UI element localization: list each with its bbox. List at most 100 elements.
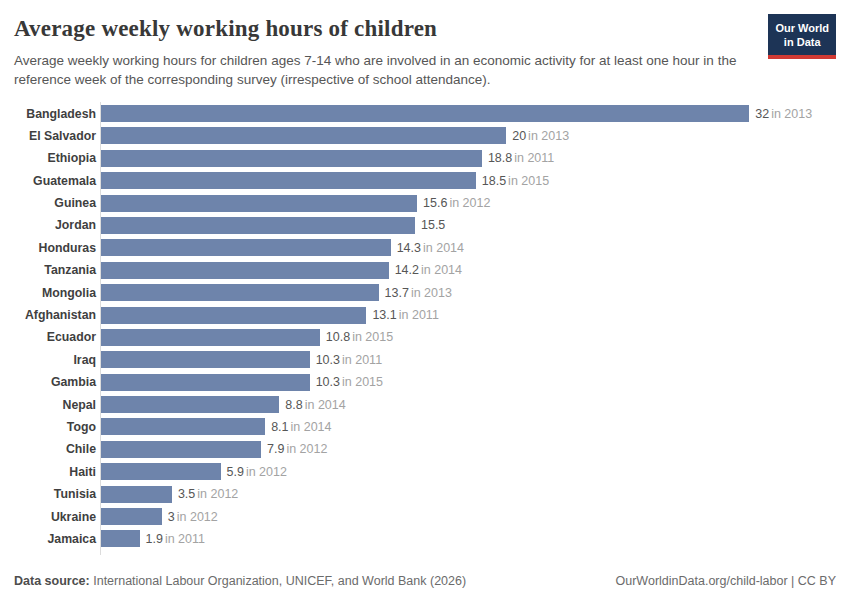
value-year: in 2013 [528,129,569,143]
country-label: Ethiopia [20,151,100,165]
value-number: 14.2 [395,263,419,277]
bar-row: El Salvador 20in 2013 [20,125,836,147]
country-label: Haiti [20,465,100,479]
bar-row: Tunisia3.5in 2012 [20,483,836,505]
bar[interactable] [101,172,476,189]
bar[interactable] [101,150,482,167]
value-label: 1.9in 2011 [146,532,205,546]
bar[interactable] [101,195,417,212]
attribution-link[interactable]: OurWorldinData.org/child-labor | CC BY [616,574,836,588]
value-year: in 2011 [514,151,554,165]
value-number: 15.5 [421,218,445,232]
bar[interactable] [101,105,749,122]
bar[interactable] [101,441,261,458]
bar[interactable] [101,486,172,503]
bar-track: 10.8in 2015 [100,326,836,348]
value-number: 14.3 [397,241,421,255]
country-label: Guinea [20,196,100,210]
value-label: 14.3in 2014 [397,241,464,255]
country-label: Ecuador [20,330,100,344]
bar[interactable] [101,307,366,324]
bar-row: Togo8.1in 2014 [20,416,836,438]
value-year: in 2012 [177,510,218,524]
value-label: 15.5 [421,218,445,232]
bar[interactable] [101,239,391,256]
bar-row: Guatemala18.5in 2015 [20,169,836,191]
chart-subtitle: Average weekly working hours for childre… [14,51,739,89]
bar[interactable] [101,127,506,144]
bar-row: Guinea 15.6in 2012 [20,192,836,214]
bar[interactable] [101,217,415,234]
bar-track: 5.9in 2012 [100,461,836,483]
value-label: 10.3in 2015 [316,375,383,389]
value-label: 8.8in 2014 [285,398,345,412]
chart-header: Average weekly working hours of children… [14,16,836,89]
data-source-label: Data source: [14,574,90,588]
bar[interactable] [101,396,279,413]
bar-rows: Bangladesh32in 2013El Salvador20in 2013E… [20,102,836,550]
bar-row: Ukraine3in 2012 [20,505,836,527]
value-label: 5.9in 2012 [227,465,287,479]
country-label: El Salvador [20,129,100,143]
value-number: 8.1 [271,420,288,434]
country-label: Bangladesh [20,107,100,121]
bar-row: Ecuador 10.8in 2015 [20,326,836,348]
value-year: in 2015 [352,330,393,344]
bar-track: 14.2in 2014 [100,259,836,281]
value-number: 3.5 [178,487,195,501]
bar-row: Haiti 5.9in 2012 [20,461,836,483]
bar[interactable] [101,418,265,435]
bar-row: Jamaica 1.9in 2011 [20,528,836,550]
bar-track: 13.7in 2013 [100,281,836,303]
value-label: 15.6in 2012 [423,196,490,210]
chart-footer: Data source: International Labour Organi… [14,574,836,588]
bar-row: Tanzania 14.2in 2014 [20,259,836,281]
value-number: 20 [512,129,526,143]
page-title: Average weekly working hours of children [14,16,836,42]
value-label: 10.3in 2011 [316,353,382,367]
country-label: Mongolia [20,286,100,300]
value-number: 8.8 [285,398,302,412]
value-number: 5.9 [227,465,244,479]
value-label: 3.5in 2012 [178,487,238,501]
bar-track: 10.3in 2015 [100,371,836,393]
value-label: 20in 2013 [512,129,569,143]
country-label: Gambia [20,375,100,389]
country-label: Jamaica [20,532,100,546]
chart-page: Average weekly working hours of children… [0,0,850,600]
bar-track: 13.1in 2011 [100,304,836,326]
bar-row: Honduras 14.3in 2014 [20,237,836,259]
bar-row: Gambia 10.3in 2015 [20,371,836,393]
bar[interactable] [101,463,221,480]
bar-track: 3.5in 2012 [100,483,836,505]
country-label: Honduras [20,241,100,255]
value-label: 10.8in 2015 [326,330,393,344]
bar-row: Afghanistan13.1in 2011 [20,304,836,326]
value-year: in 2012 [449,196,490,210]
value-label: 14.2in 2014 [395,263,462,277]
value-year: in 2011 [165,532,205,546]
bar-track: 18.5in 2015 [100,169,836,191]
bar-track: 8.8in 2014 [100,393,836,415]
bar-track: 3in 2012 [100,505,836,527]
bar[interactable] [101,508,162,525]
bar[interactable] [101,284,379,301]
bar[interactable] [101,351,310,368]
value-year: in 2013 [771,107,812,121]
country-label: Chile [20,442,100,456]
value-label: 3in 2012 [168,510,218,524]
bar-track: 7.9in 2012 [100,438,836,460]
bar[interactable] [101,262,389,279]
bar-row: Jordan15.5 [20,214,836,236]
value-year: in 2015 [508,174,549,188]
country-label: Tanzania [20,263,100,277]
bar[interactable] [101,329,320,346]
bar[interactable] [101,530,140,547]
bar[interactable] [101,374,310,391]
owid-logo-line1: Our World [775,21,829,35]
owid-logo: Our World in Data [768,14,836,59]
country-label: Togo [20,420,100,434]
bar-track: 32in 2013 [100,102,836,124]
country-label: Nepal [20,398,100,412]
value-number: 18.8 [488,151,512,165]
